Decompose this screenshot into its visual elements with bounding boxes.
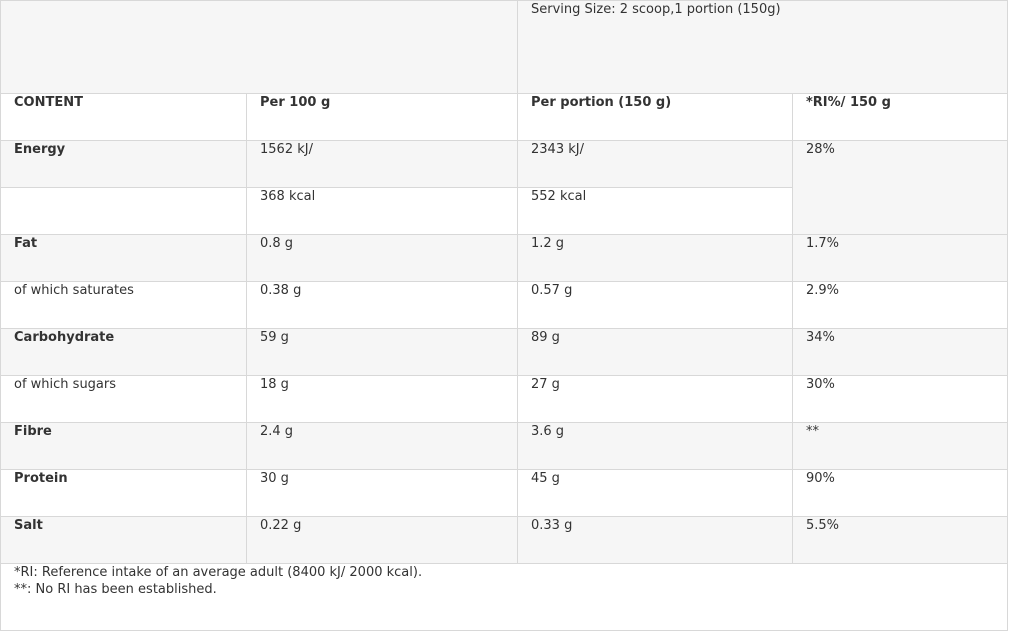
column-header-row: CONTENT Per 100 g Per portion (150 g) *R… [0,93,1009,141]
table-row-saturates: of which saturates 0.38 g 0.57 g 2.9% [0,281,1009,329]
per-portion-value: 1.2 g [517,234,793,282]
nutrient-name: Salt [0,516,247,564]
per-100g-value: 2.4 g [246,422,518,470]
per-100g-value: 30 g [246,469,518,517]
table-row-protein: Protein 30 g 45 g 90% [0,469,1009,517]
ri-value: 30% [791,375,1009,423]
per-portion-value: 0.57 g [517,281,793,329]
nutrient-name: Fat [0,234,247,282]
ri-value: 5.5% [791,516,1009,564]
per-100g-value: 0.22 g [246,516,518,564]
nutrient-name: Protein [0,469,247,517]
nutrient-name: Energy [0,140,247,188]
nutrient-name: Carbohydrate [0,328,247,376]
per-100g-value: 0.8 g [246,234,518,282]
ri-value: ** [791,422,1009,470]
per-portion-value: 0.33 g [517,516,793,564]
table-row-salt: Salt 0.22 g 0.33 g 5.5% [0,516,1009,564]
per-portion-value: 2343 kJ/ [517,140,793,188]
per-portion-value: 45 g [517,469,793,517]
per-portion-value: 3.6 g [517,422,793,470]
per-portion-value: 89 g [517,328,793,376]
per-100g-value: 368 kcal [246,187,518,235]
footnotes-cell: *RI: Reference intake of an average adul… [0,563,1009,631]
header-per-portion: Per portion (150 g) [517,93,793,141]
nutrient-name: of which saturates [0,281,247,329]
per-100g-value: 18 g [246,375,518,423]
nutrient-name: Fibre [0,422,247,470]
serving-size-cell: Serving Size: 2 scoop,1 portion (150g) [516,0,1009,94]
ri-value: 34% [791,328,1009,376]
per-100g-value: 0.38 g [246,281,518,329]
footnotes-row: *RI: Reference intake of an average adul… [0,563,1009,631]
nutrient-name: of which sugars [0,375,247,423]
table-row-sugars: of which sugars 18 g 27 g 30% [0,375,1009,423]
ri-value: 90% [791,469,1009,517]
footnote-no-ri: **: No RI has been established. [14,582,217,597]
nutrient-name [0,187,247,235]
table-row-energy-kj: Energy 1562 kJ/ 2343 kJ/ 28% [0,140,1009,235]
table-row-fat: Fat 0.8 g 1.2 g 1.7% [0,234,1009,282]
table-row-fibre: Fibre 2.4 g 3.6 g ** [0,422,1009,470]
header-per-100g: Per 100 g [246,93,518,141]
per-portion-value: 552 kcal [517,187,793,235]
per-100g-value: 59 g [246,328,518,376]
ri-value: 1.7% [791,234,1009,282]
header-content: CONTENT [0,93,247,141]
empty-header-cell [0,0,518,94]
ri-value: 2.9% [791,281,1009,329]
ri-value: 28% [791,140,1009,235]
footnote-ri: *RI: Reference intake of an average adul… [14,565,423,580]
per-portion-value: 27 g [517,375,793,423]
table-row-carbohydrate: Carbohydrate 59 g 89 g 34% [0,328,1009,376]
per-100g-value: 1562 kJ/ [246,140,518,188]
header-ri: *RI%/ 150 g [791,93,1009,141]
serving-size-row: Serving Size: 2 scoop,1 portion (150g) [0,0,1009,94]
